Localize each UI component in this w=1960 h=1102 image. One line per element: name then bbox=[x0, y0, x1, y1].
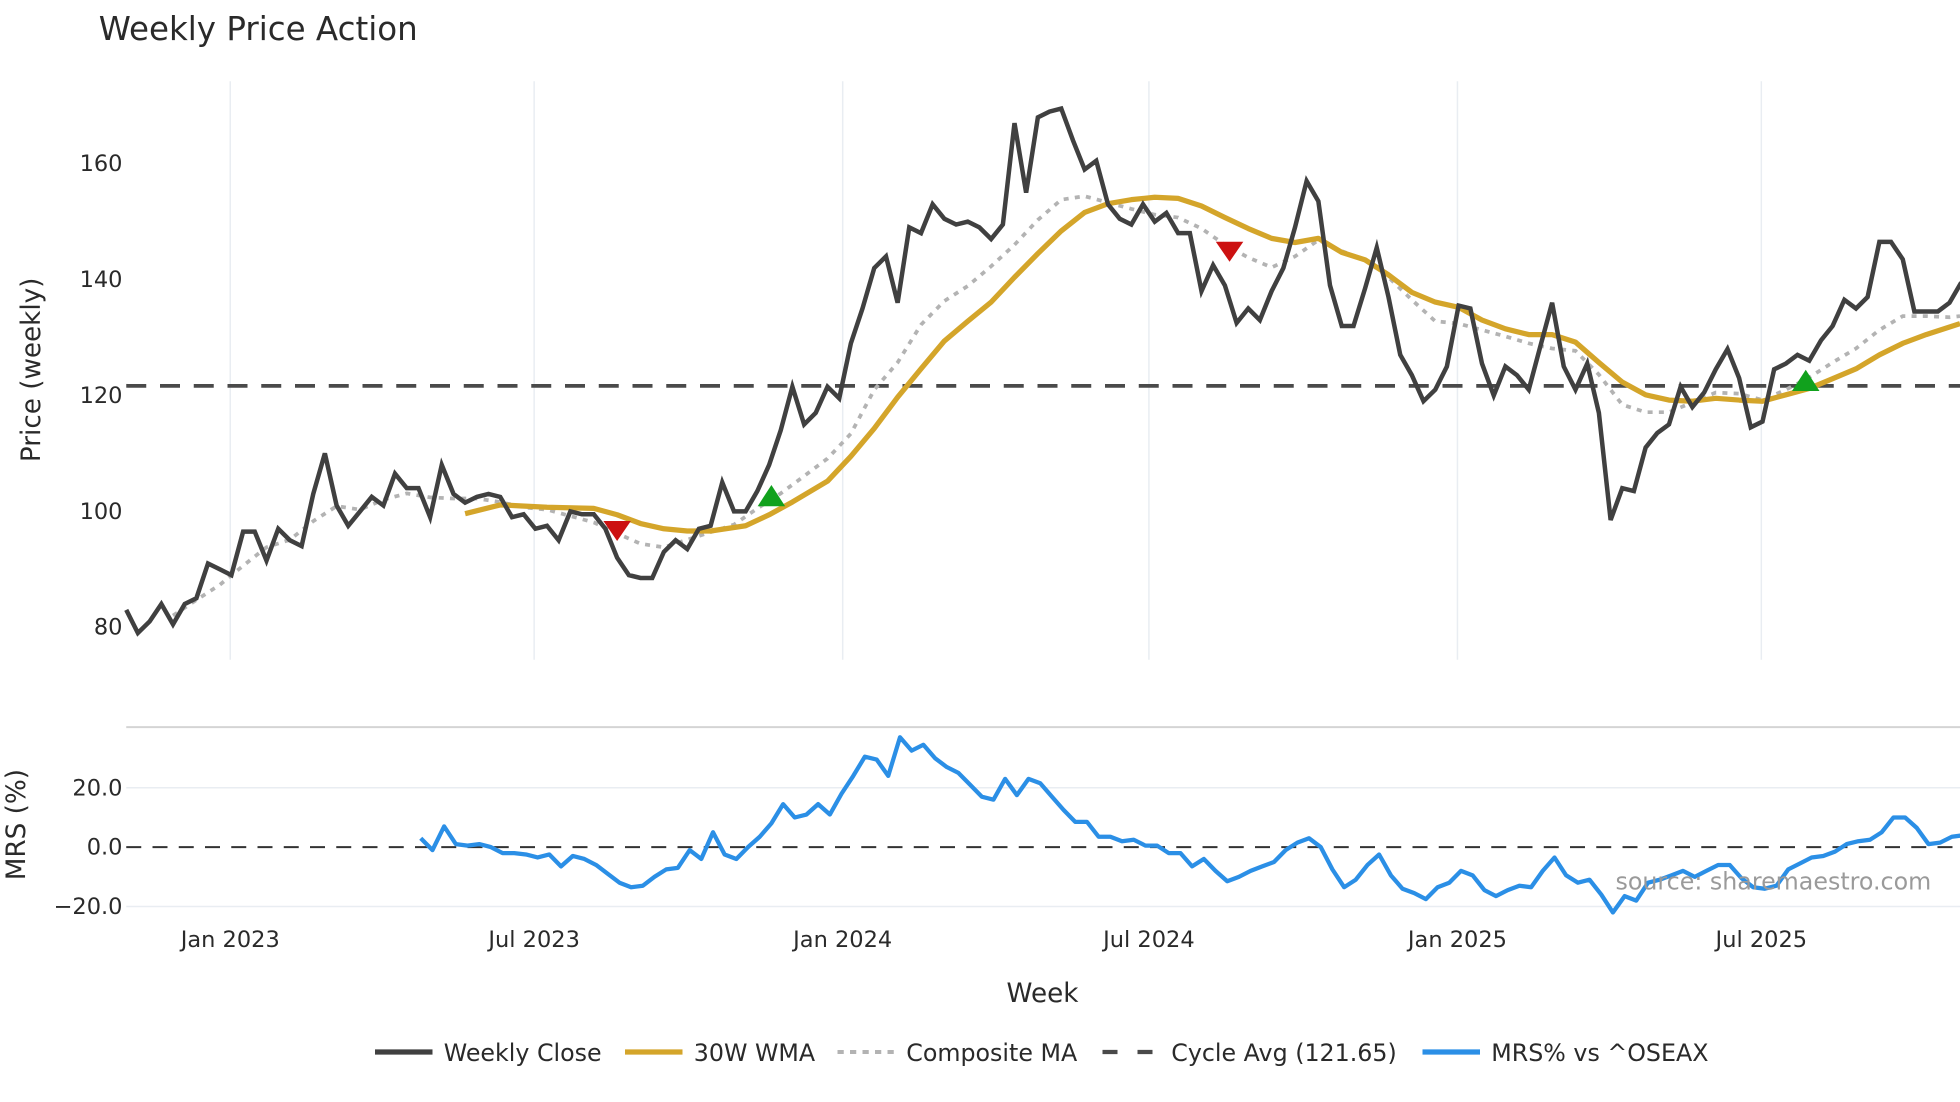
price-y-tick-label: 120 bbox=[80, 383, 123, 409]
buy-signal-up-triangle-icon bbox=[1791, 369, 1820, 391]
mrs-y-tick-label: 0.0 bbox=[87, 835, 123, 861]
price-y-tick-label: 80 bbox=[94, 615, 123, 641]
mrs-line bbox=[419, 735, 1960, 915]
wma-30w-line bbox=[464, 194, 1960, 534]
price-y-axis-ticks: 80 100 120 140 160 bbox=[80, 151, 123, 641]
x-tick-label: Jan 2025 bbox=[1406, 927, 1507, 953]
legend-item[interactable]: Cycle Avg (121.65) bbox=[1102, 1039, 1397, 1067]
signal-markers bbox=[603, 241, 1820, 542]
legend-label: Composite MA bbox=[906, 1039, 1078, 1067]
weekly-close-line bbox=[124, 105, 1960, 637]
legend-item[interactable]: Weekly Close bbox=[375, 1039, 602, 1067]
x-tick-label: Jul 2023 bbox=[486, 927, 580, 953]
source-note: source: sharemaestro.com bbox=[1616, 868, 1932, 896]
legend-label: MRS% vs ^OSEAX bbox=[1491, 1039, 1708, 1067]
mrs-y-tick-label: −20.0 bbox=[54, 894, 123, 920]
mrs-y-axis-ticks: −20.0 0.0 20.0 bbox=[54, 775, 123, 920]
mrs-panel: −20.0 0.0 20.0 MRS (%) source: sharemaestr… bbox=[2, 735, 1960, 920]
legend-label: Weekly Close bbox=[444, 1039, 602, 1067]
price-y-tick-label: 100 bbox=[80, 499, 123, 525]
legend-item[interactable]: MRS% vs ^OSEAX bbox=[1422, 1039, 1709, 1067]
x-axis-ticks: Jan 2023 Jul 2023 Jan 2024 Jul 2024 Jan 2025… bbox=[179, 927, 1807, 953]
mrs-y-axis-label: MRS (%) bbox=[2, 769, 32, 880]
legend-item[interactable]: 30W WMA bbox=[625, 1039, 816, 1067]
price-panel: 80 100 120 140 160 Price (weekly) bbox=[17, 81, 1960, 660]
sell-signal-down-triangle-icon bbox=[603, 521, 631, 542]
legend-label: 30W WMA bbox=[694, 1039, 816, 1067]
legend-label: Cycle Avg (121.65) bbox=[1171, 1039, 1397, 1067]
price-gridlines bbox=[229, 81, 1763, 660]
price-y-axis-label: Price (weekly) bbox=[17, 278, 47, 463]
x-axis-label: Week bbox=[1007, 979, 1080, 1009]
price-y-tick-label: 140 bbox=[80, 267, 123, 293]
legend-item[interactable]: Composite MA bbox=[837, 1039, 1078, 1067]
price-y-tick-label: 160 bbox=[80, 151, 123, 177]
chart-title: Weekly Price Action bbox=[99, 10, 418, 48]
x-tick-label: Jan 2024 bbox=[791, 927, 892, 953]
x-tick-label: Jan 2023 bbox=[179, 927, 280, 953]
sell-signal-down-triangle-icon bbox=[1215, 241, 1244, 262]
buy-signal-up-triangle-icon bbox=[757, 485, 786, 507]
x-tick-label: Jul 2024 bbox=[1101, 927, 1195, 953]
mrs-y-tick-label: 20.0 bbox=[72, 775, 122, 801]
legend: Weekly Close 30W WMA Composite MA Cycle Avg… bbox=[375, 1039, 1709, 1067]
x-tick-label: Jul 2025 bbox=[1714, 927, 1808, 953]
